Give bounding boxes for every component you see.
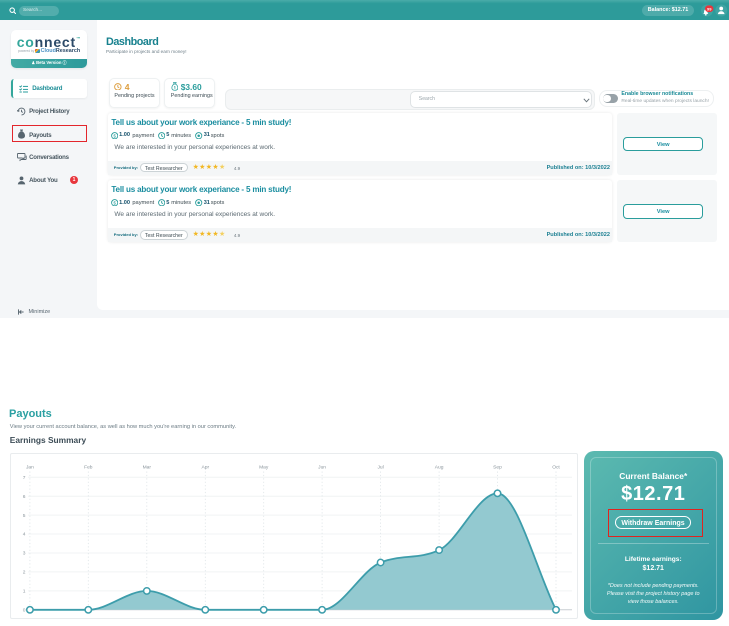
svg-text:7: 7 bbox=[23, 475, 26, 481]
svg-text:Aug: Aug bbox=[435, 465, 444, 471]
svg-text:5: 5 bbox=[23, 513, 26, 519]
svg-text:$: $ bbox=[113, 201, 116, 207]
svg-text:$: $ bbox=[113, 133, 116, 139]
svg-text:1: 1 bbox=[23, 589, 26, 595]
svg-text:Jun: Jun bbox=[318, 465, 326, 471]
svg-text:Oct: Oct bbox=[552, 465, 560, 471]
svg-text:Jan: Jan bbox=[26, 465, 34, 471]
svg-text:0: 0 bbox=[23, 608, 26, 614]
svg-text:$: $ bbox=[174, 86, 176, 90]
svg-text:May: May bbox=[259, 465, 269, 471]
svg-text:Apr: Apr bbox=[201, 465, 209, 471]
svg-text:99: 99 bbox=[707, 6, 712, 11]
svg-text:Jul: Jul bbox=[377, 465, 383, 471]
svg-text:4: 4 bbox=[23, 532, 26, 538]
svg-text:6: 6 bbox=[23, 494, 26, 500]
svg-text:2: 2 bbox=[23, 570, 26, 576]
svg-text:Mar: Mar bbox=[143, 465, 152, 471]
svg-text:3: 3 bbox=[23, 551, 26, 557]
svg-text:Sep: Sep bbox=[493, 465, 502, 471]
svg-text:Feb: Feb bbox=[84, 465, 93, 471]
